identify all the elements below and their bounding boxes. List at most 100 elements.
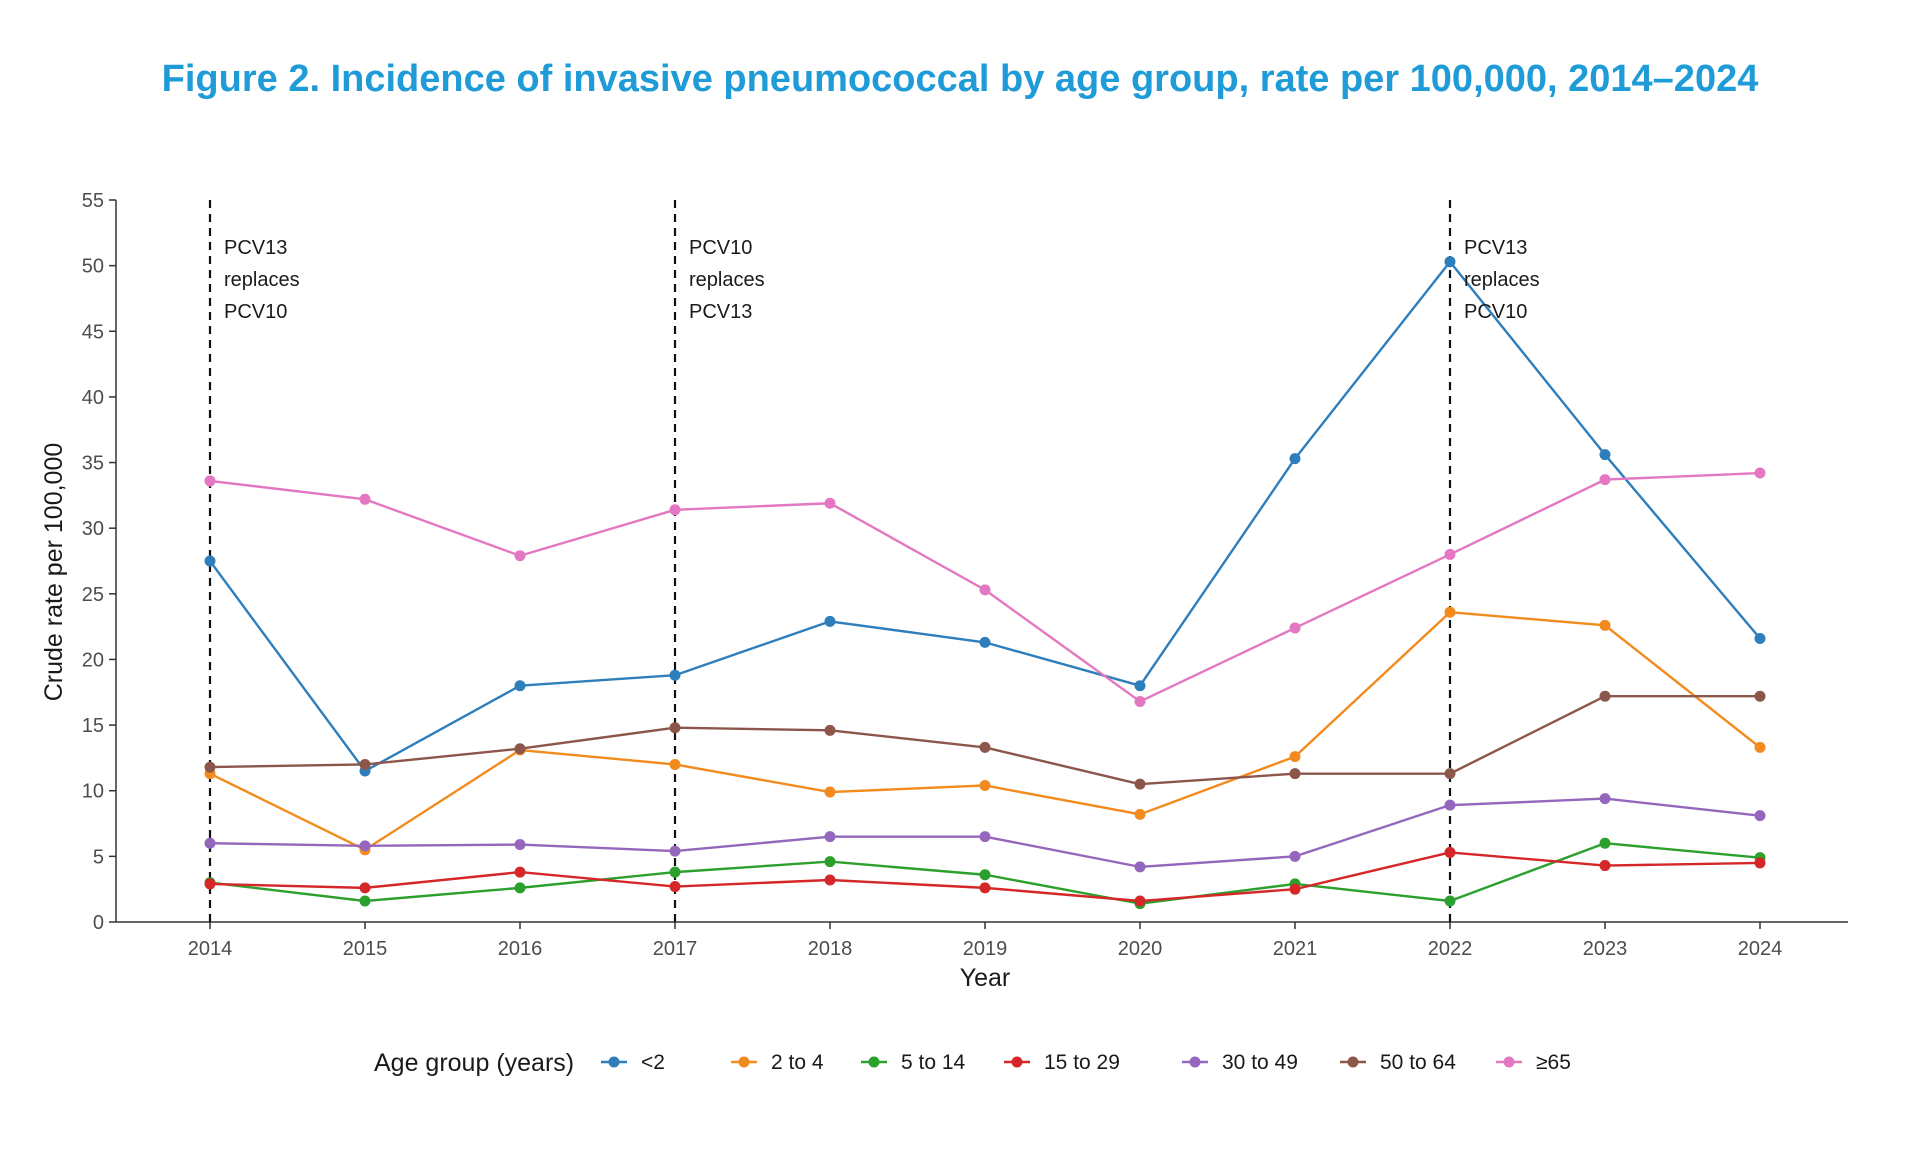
data-point xyxy=(824,831,836,843)
data-point xyxy=(1754,467,1766,479)
data-point xyxy=(1134,778,1146,790)
y-tick-label: 0 xyxy=(93,912,104,934)
data-point xyxy=(1444,606,1456,618)
y-tick-label: 35 xyxy=(82,453,104,475)
data-point xyxy=(359,493,371,505)
legend-label: 5 to 14 xyxy=(901,1051,966,1074)
x-tick-label: 2015 xyxy=(343,938,388,960)
data-point xyxy=(204,878,216,890)
data-point xyxy=(669,504,681,516)
data-point xyxy=(669,866,681,878)
chart-title: Figure 2. Incidence of invasive pneumoco… xyxy=(161,58,1759,100)
series xyxy=(204,846,1766,907)
data-point xyxy=(1289,622,1301,634)
legend-label: 2 to 4 xyxy=(771,1051,824,1074)
legend-marker xyxy=(868,1056,880,1068)
data-point xyxy=(1444,895,1456,907)
data-point xyxy=(1599,619,1611,631)
legend: Age group (years) <2 2 to 4 5 to 14 15 to 2… xyxy=(374,1049,1571,1077)
annotation-text: replaces xyxy=(689,269,765,291)
data-point xyxy=(514,743,526,755)
data-point xyxy=(824,786,836,798)
legend-item: 2 to 4 xyxy=(731,1051,824,1074)
data-point xyxy=(1754,810,1766,822)
series xyxy=(204,793,1766,873)
legend-item: 5 to 14 xyxy=(861,1051,966,1074)
x-tick-label: 2019 xyxy=(963,938,1008,960)
x-tick-label: 2014 xyxy=(188,938,233,960)
data-point xyxy=(514,680,526,692)
series-line xyxy=(209,695,1760,786)
legend-marker xyxy=(1011,1056,1023,1068)
data-point xyxy=(1134,861,1146,873)
data-point xyxy=(359,758,371,770)
x-tick-label: 2020 xyxy=(1118,938,1163,960)
data-point xyxy=(669,758,681,770)
legend-item: 50 to 64 xyxy=(1340,1051,1456,1074)
series-group xyxy=(204,256,1766,910)
data-point xyxy=(1134,695,1146,707)
data-point xyxy=(359,840,371,852)
x-tick-label: 2018 xyxy=(808,938,853,960)
data-point xyxy=(1754,741,1766,753)
annotation-text: replaces xyxy=(224,269,300,291)
y-tick-label: 50 xyxy=(82,256,104,278)
x-tick-label: 2017 xyxy=(653,938,698,960)
data-point xyxy=(824,724,836,736)
data-point xyxy=(979,869,991,881)
legend-marker xyxy=(1503,1056,1515,1068)
policy-change-lines xyxy=(208,200,1452,922)
legend-item: 30 to 49 xyxy=(1182,1051,1298,1074)
data-point xyxy=(1289,883,1301,895)
legend-label: 50 to 64 xyxy=(1380,1051,1456,1074)
axes: 0 5 10 15 20 25 30 35 40 45 50 55 2014 2015 2016 2017 20… xyxy=(82,190,1848,960)
legend-marker xyxy=(608,1056,620,1068)
data-point xyxy=(669,722,681,734)
legend-marker xyxy=(1347,1056,1359,1068)
data-point xyxy=(979,636,991,648)
data-point xyxy=(669,881,681,893)
x-tick-label: 2016 xyxy=(498,938,543,960)
x-tick-label: 2024 xyxy=(1738,938,1783,960)
legend-marker xyxy=(1189,1056,1201,1068)
y-tick-label: 55 xyxy=(82,190,104,212)
data-point xyxy=(979,831,991,843)
legend-label: ≥65 xyxy=(1536,1051,1571,1074)
data-point xyxy=(979,741,991,753)
data-point xyxy=(1599,690,1611,702)
annotations: PCV13 replaces PCV10 PCV10 replaces PCV13 PCV1… xyxy=(224,237,1540,323)
data-point xyxy=(1289,453,1301,465)
y-tick-label: 20 xyxy=(82,649,104,671)
y-tick-label: 5 xyxy=(93,846,104,868)
data-point xyxy=(1134,680,1146,692)
series xyxy=(204,690,1766,790)
data-point xyxy=(1444,548,1456,560)
data-point xyxy=(1134,895,1146,907)
data-point xyxy=(1754,690,1766,702)
legend-item: <2 xyxy=(601,1051,665,1074)
data-point xyxy=(204,475,216,487)
series xyxy=(204,467,1766,707)
annotation-text: PCV10 xyxy=(224,301,287,323)
series xyxy=(204,256,1766,777)
legend-label: 30 to 49 xyxy=(1222,1051,1298,1074)
data-point xyxy=(359,882,371,894)
y-tick-label: 30 xyxy=(82,518,104,540)
data-point xyxy=(1289,751,1301,763)
data-point xyxy=(1599,449,1611,461)
legend-label: 15 to 29 xyxy=(1044,1051,1120,1074)
data-point xyxy=(824,497,836,509)
data-point xyxy=(1444,846,1456,858)
data-point xyxy=(204,761,216,773)
data-point xyxy=(1289,768,1301,780)
data-point xyxy=(514,866,526,878)
data-point xyxy=(824,856,836,868)
annotation-text: PCV13 xyxy=(224,237,287,259)
data-point xyxy=(204,555,216,567)
data-point xyxy=(514,839,526,851)
data-point xyxy=(1599,860,1611,872)
data-point xyxy=(359,895,371,907)
legend-label: <2 xyxy=(641,1051,665,1074)
y-tick-label: 10 xyxy=(82,781,104,803)
